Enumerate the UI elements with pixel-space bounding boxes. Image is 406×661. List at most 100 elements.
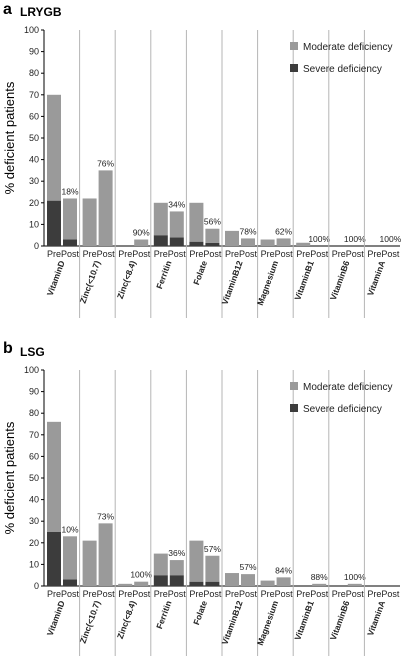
bar-moderate-post [241,238,255,246]
y-tick-label: 40 [29,495,39,505]
bar-severe-post [205,581,220,586]
x-sublabel-post: Post [97,249,116,259]
x-sublabel-post: Post [310,249,329,259]
x-sublabel-post: Post [239,249,258,259]
percent-annotation: 18% [61,186,78,196]
panel-letter: b [3,340,13,357]
category-label: VitaminA [365,599,387,637]
x-sublabel-pre: Pre [225,589,239,599]
y-tick-label: 0 [34,581,39,591]
bar-severe-post [63,579,77,586]
bar-moderate-pre [225,573,239,586]
y-tick-label: 0 [34,241,39,251]
category-label: Magnesium [255,259,281,307]
percent-annotation: 57% [239,562,256,572]
bar-moderate-post [63,536,77,580]
category-label: VitaminD [45,259,67,297]
legend-swatch [290,404,298,412]
legend-label: Moderate deficiency [303,382,393,393]
percent-annotation: 78% [239,226,256,236]
x-sublabel-post: Post [97,589,116,599]
category-label: VitaminA [365,259,387,297]
category-label: VitaminB1 [292,259,316,302]
percent-annotation: 100% [344,234,366,244]
legend-label: Severe deficiency [303,404,382,415]
percent-annotation: 34% [168,199,185,209]
x-sublabel-post: Post [168,589,187,599]
x-sublabel-pre: Pre [261,589,275,599]
x-sublabel-post: Post [132,589,151,599]
bar-moderate-post [169,560,184,576]
panel-b: b LSG % deficient patients 0 10 20 30 40 50 60 70 8… [2,340,400,658]
category-label: Zinc(<8.4) [115,259,138,300]
bar-moderate-pre [153,202,168,236]
y-tick-label: 40 [29,155,39,165]
percent-annotation: 100% [130,570,152,580]
y-tick-label: 70 [29,90,39,100]
x-sublabel-post: Post [346,249,365,259]
bar-moderate-post [205,228,220,243]
y-tick-label: 20 [29,538,39,548]
percent-annotation: 84% [275,565,292,575]
bar-severe-post [205,242,220,246]
x-sublabel-pre: Pre [47,589,61,599]
bar-moderate-pre [82,198,97,246]
y-tick-label: 30 [29,516,39,526]
x-sublabel-pre: Pre [296,249,310,259]
x-sublabel-post: Post [381,249,400,259]
y-tick-label: 20 [29,198,39,208]
bar-severe-post [169,237,184,246]
y-tick-label: 50 [29,133,39,143]
x-sublabel-post: Post [381,589,400,599]
percent-annotation: 88% [311,572,328,582]
category-label: Zinc(<10.7) [78,259,103,305]
bar-moderate-post [312,583,327,586]
x-sublabel-post: Post [203,249,222,259]
bar-moderate-post [134,239,149,246]
x-sublabel-pre: Pre [154,249,168,259]
x-sublabel-pre: Pre [47,249,61,259]
bar-moderate-pre [82,540,97,586]
y-tick-label: 100 [24,25,39,35]
legend-label: Severe deficiency [303,64,382,75]
y-tick-label: 10 [29,219,39,229]
x-sublabel-pre: Pre [118,589,132,599]
x-sublabel-post: Post [168,249,187,259]
x-sublabel-post: Post [203,589,222,599]
percent-annotation: 100% [344,572,366,582]
y-tick-label: 10 [29,559,39,569]
percent-annotation: 100% [308,234,330,244]
bar-severe-pre [153,575,168,586]
x-sublabel-post: Post [310,589,329,599]
y-axis-label: % deficient patients [2,81,17,194]
x-sublabel-pre: Pre [118,249,132,259]
x-sublabel-pre: Pre [296,589,310,599]
bar-moderate-pre [296,242,311,246]
x-sublabel-post: Post [275,249,294,259]
bar-moderate-post [98,170,113,246]
category-label: VitaminB6 [328,599,352,642]
percent-annotation: 57% [204,544,221,554]
x-sublabel-post: Post [239,589,258,599]
x-sublabel-post: Post [346,589,365,599]
bar-moderate-pre [225,230,239,246]
bar-severe-post [169,575,184,586]
category-label: Ferritin [154,599,173,630]
bar-moderate-pre [153,553,168,576]
y-tick-label: 60 [29,451,39,461]
legend-swatch [290,382,298,390]
bar-moderate-post [63,198,77,240]
panel-letter: a [3,1,12,18]
percent-annotation: 56% [204,217,221,227]
bar-moderate-post [169,211,184,238]
bar-moderate-post [276,238,291,246]
bar-severe-pre [189,241,204,246]
x-sublabel-post: Post [61,249,80,259]
y-tick-label: 50 [29,473,39,483]
category-label: VitaminB1 [292,599,316,642]
category-label: Zinc(<10.7) [78,599,103,645]
percent-annotation: 36% [168,548,185,558]
bar-severe-pre [189,581,204,586]
